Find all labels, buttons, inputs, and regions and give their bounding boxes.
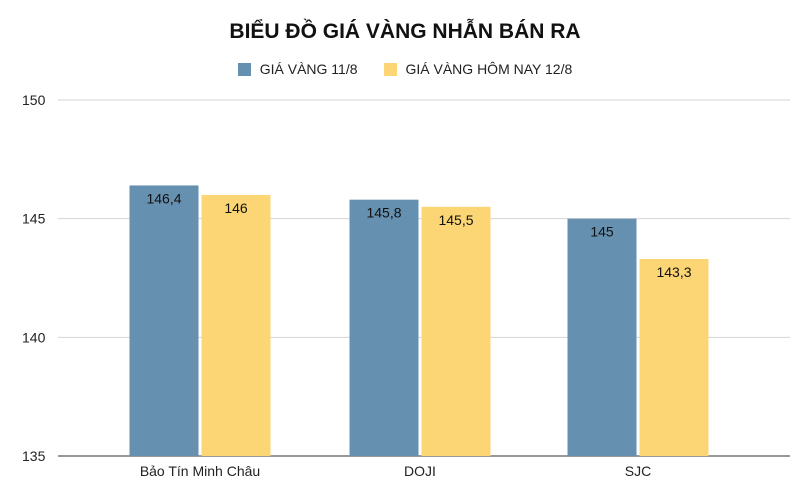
bar-2-2	[639, 259, 709, 456]
data-label-1-2: 145	[590, 224, 614, 240]
legend-item-series-1[interactable]: GIÁ VÀNG 11/8	[237, 61, 358, 77]
legend-label-series-2: GIÁ VÀNG HÔM NAY 12/8	[405, 61, 573, 77]
x-category-label-0: Bảo Tín Minh Châu	[140, 463, 260, 479]
legend: GIÁ VÀNG 11/8 GIÁ VÀNG HÔM NAY 12/8	[0, 61, 810, 77]
legend-swatch-series-2	[383, 62, 397, 76]
data-label-1-0: 146,4	[146, 190, 181, 206]
x-category-label-1: DOJI	[404, 463, 436, 479]
data-label-2-0: 146	[224, 200, 248, 216]
legend-swatch-series-1	[237, 62, 251, 76]
data-label-2-2: 143,3	[656, 264, 691, 280]
data-label-1-1: 145,8	[366, 205, 401, 221]
x-category-label-2: SJC	[625, 463, 651, 479]
bar-1-1	[349, 199, 419, 456]
y-tick-label-150: 150	[22, 92, 46, 108]
bar-1-2	[567, 218, 637, 456]
chart-title: BIỂU ĐỒ GIÁ VÀNG NHẪN BÁN RA	[229, 20, 581, 43]
legend-item-series-2[interactable]: GIÁ VÀNG HÔM NAY 12/8	[383, 61, 573, 77]
data-label-2-1: 145,5	[438, 212, 473, 228]
y-tick-label-135: 135	[22, 448, 46, 464]
bar-2-1	[421, 206, 491, 456]
bar-1-0	[129, 185, 199, 456]
y-tick-label-140: 140	[22, 329, 46, 345]
bar-2-0	[201, 194, 271, 456]
legend-label-series-1: GIÁ VÀNG 11/8	[259, 61, 358, 77]
y-tick-label-145: 145	[22, 211, 46, 227]
